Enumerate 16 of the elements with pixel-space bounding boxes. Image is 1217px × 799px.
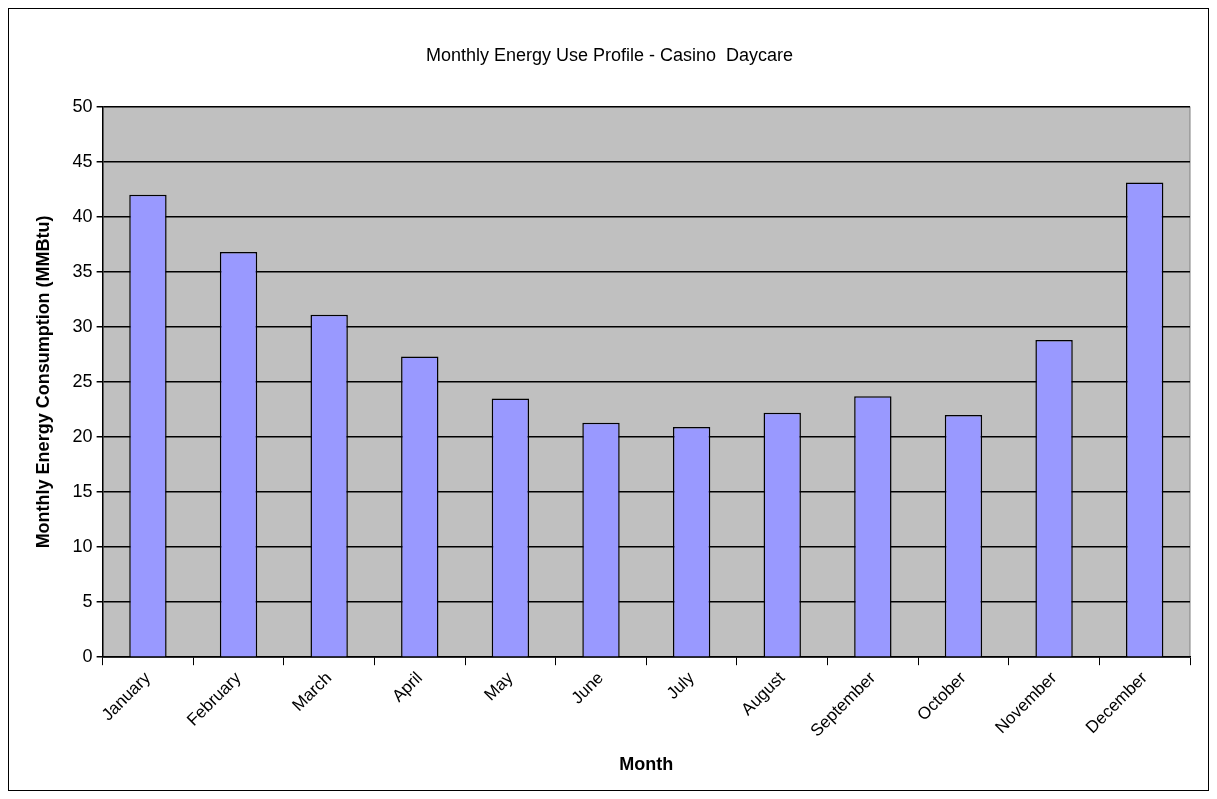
y-tick-label: 40 [72, 205, 93, 226]
y-tick-label: 20 [72, 425, 93, 446]
y-tick-label: 15 [72, 480, 93, 501]
y-tick-label: 10 [72, 536, 93, 557]
y-tick-label: 30 [72, 315, 93, 336]
x-tick-label: May [480, 667, 517, 705]
chart-title: Monthly Energy Use Profile - Casino Daycare [425, 44, 794, 65]
y-tick-label: 5 [82, 591, 93, 612]
x-tick-label: July [662, 667, 699, 703]
y-tick-label: 50 [72, 95, 93, 116]
y-tick-label: 45 [72, 150, 93, 171]
y-axis-title: Monthly Energy Consumption (MMBtu) [32, 215, 53, 549]
y-tick-label: 25 [72, 370, 93, 391]
y-tick-label: 35 [72, 260, 93, 281]
x-axis-title: Month [619, 754, 674, 775]
y-tick-label: 0 [82, 646, 93, 667]
